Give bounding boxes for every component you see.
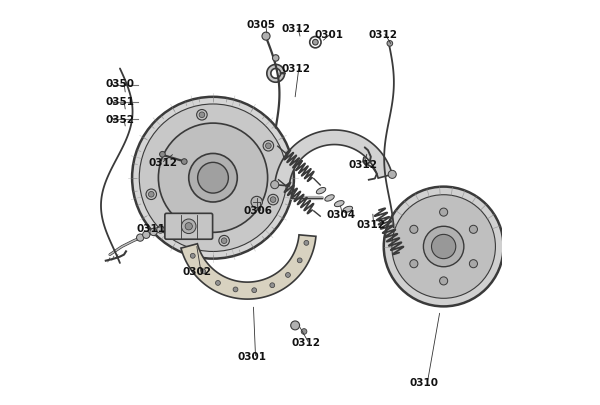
Circle shape — [469, 260, 478, 268]
Circle shape — [215, 281, 220, 286]
Circle shape — [199, 113, 205, 118]
Circle shape — [392, 195, 496, 298]
Circle shape — [440, 209, 448, 217]
Circle shape — [424, 227, 464, 267]
Text: 0312: 0312 — [356, 220, 386, 230]
Text: 0312: 0312 — [369, 30, 398, 40]
Circle shape — [268, 195, 278, 205]
Circle shape — [139, 105, 287, 252]
Circle shape — [290, 321, 299, 330]
Circle shape — [190, 254, 195, 258]
Polygon shape — [267, 65, 284, 83]
Circle shape — [266, 143, 271, 149]
Circle shape — [270, 283, 275, 288]
Circle shape — [233, 287, 238, 292]
Circle shape — [150, 229, 157, 236]
Circle shape — [297, 258, 302, 263]
Circle shape — [181, 220, 196, 234]
Circle shape — [219, 236, 229, 246]
Text: 0305: 0305 — [247, 20, 275, 30]
Ellipse shape — [334, 201, 344, 207]
Circle shape — [146, 190, 157, 200]
Circle shape — [252, 288, 257, 293]
Circle shape — [440, 277, 448, 285]
Circle shape — [181, 159, 187, 165]
Text: 0304: 0304 — [326, 210, 355, 220]
Circle shape — [143, 232, 150, 239]
Circle shape — [251, 197, 262, 208]
Text: 0312: 0312 — [349, 159, 377, 169]
FancyBboxPatch shape — [165, 214, 212, 240]
Circle shape — [431, 235, 456, 259]
Circle shape — [410, 260, 418, 268]
Text: 0351: 0351 — [106, 97, 135, 107]
Circle shape — [304, 241, 309, 246]
Circle shape — [158, 124, 268, 233]
Circle shape — [197, 163, 229, 194]
Text: 0350: 0350 — [106, 79, 135, 88]
Circle shape — [189, 154, 237, 202]
Circle shape — [148, 192, 154, 198]
Text: 0311: 0311 — [136, 224, 165, 234]
Circle shape — [410, 226, 418, 234]
Circle shape — [197, 110, 207, 121]
Text: 0306: 0306 — [244, 206, 272, 215]
Polygon shape — [181, 235, 316, 299]
Circle shape — [132, 98, 294, 259]
Circle shape — [270, 197, 276, 203]
Circle shape — [262, 33, 270, 41]
Text: 0312: 0312 — [291, 337, 320, 347]
Ellipse shape — [316, 188, 326, 194]
Circle shape — [387, 41, 392, 47]
Polygon shape — [275, 131, 392, 186]
Text: 0312: 0312 — [282, 64, 311, 74]
Text: 0310: 0310 — [409, 377, 438, 387]
Circle shape — [221, 238, 227, 244]
Circle shape — [201, 269, 206, 274]
Text: 0312: 0312 — [282, 24, 311, 34]
Text: 0352: 0352 — [106, 115, 135, 125]
Ellipse shape — [325, 195, 334, 202]
Circle shape — [384, 187, 503, 307]
Circle shape — [469, 226, 478, 234]
Text: 0302: 0302 — [182, 266, 212, 276]
Circle shape — [271, 181, 279, 189]
Circle shape — [160, 152, 165, 158]
Circle shape — [286, 273, 290, 278]
Circle shape — [272, 55, 279, 62]
Text: 0312: 0312 — [148, 157, 177, 167]
Text: 0301: 0301 — [237, 351, 266, 361]
Ellipse shape — [343, 207, 353, 213]
Circle shape — [185, 223, 193, 230]
Circle shape — [301, 329, 307, 335]
Circle shape — [137, 234, 144, 242]
Circle shape — [263, 141, 274, 151]
Circle shape — [313, 40, 318, 46]
Circle shape — [157, 226, 164, 234]
Text: 0301: 0301 — [314, 30, 343, 40]
Circle shape — [388, 171, 396, 179]
